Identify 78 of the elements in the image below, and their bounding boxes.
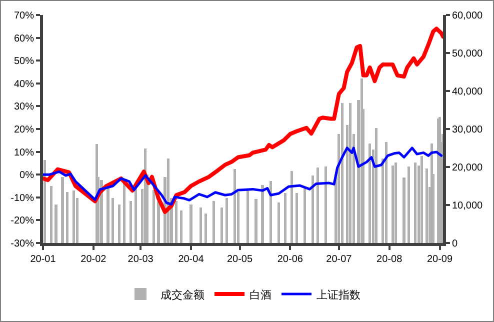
legend-label: 成交金额 <box>160 288 204 302</box>
bar <box>408 166 410 243</box>
bar <box>157 201 160 243</box>
bar <box>246 190 250 243</box>
bar <box>254 198 258 243</box>
bar <box>199 208 202 243</box>
y2-tick-label: 0 <box>452 238 458 250</box>
bar <box>130 201 132 243</box>
bar <box>204 214 207 243</box>
y-tick-label: 50% <box>14 56 34 68</box>
bar <box>349 103 352 243</box>
bar <box>50 186 52 243</box>
bar <box>66 192 69 243</box>
x-tick-label: 20-03 <box>128 254 154 265</box>
bar <box>72 190 76 243</box>
y-tick-label: 30% <box>14 102 34 113</box>
bar <box>340 103 344 243</box>
bar <box>118 204 121 243</box>
x-tick-label: 20-07 <box>326 254 352 265</box>
x-tick-label: 20-05 <box>226 254 253 265</box>
line-series <box>43 26 443 214</box>
bar <box>391 165 394 243</box>
bar <box>175 201 178 243</box>
y-tick-label: -30% <box>10 238 34 250</box>
bar <box>234 168 236 243</box>
legend-label: 上证指数 <box>316 288 360 302</box>
bar <box>190 204 192 243</box>
y2-tick-label: 20,000 <box>452 162 484 174</box>
bar <box>295 192 298 243</box>
bar <box>134 186 137 243</box>
x-tick-label: 20-04 <box>178 254 204 265</box>
y-tick-label: 60% <box>14 33 34 44</box>
bar <box>123 182 126 243</box>
bar <box>112 198 114 243</box>
bar <box>277 202 280 243</box>
y-tick-label: 70% <box>14 10 34 22</box>
y2-tick-label: 10,000 <box>452 200 484 212</box>
legend-label: 白酒 <box>250 288 272 302</box>
bar <box>316 167 320 243</box>
bar <box>420 156 424 243</box>
bar <box>368 143 372 243</box>
bar <box>54 204 58 243</box>
bar <box>261 185 264 243</box>
bar <box>212 201 216 243</box>
y-tick-label: -10% <box>10 192 34 204</box>
bar <box>425 168 428 243</box>
bar <box>220 208 224 243</box>
y2-tick-label: 30,000 <box>452 124 484 136</box>
bar <box>303 188 306 243</box>
bar <box>414 162 417 243</box>
bar <box>180 210 183 243</box>
bar <box>375 128 378 243</box>
y2-tick-label: 50,000 <box>452 48 484 60</box>
bar <box>61 176 64 243</box>
bar <box>269 181 272 243</box>
y-tick-label: 20% <box>14 124 34 136</box>
bar <box>384 142 388 243</box>
bar <box>402 177 406 243</box>
bar <box>106 186 110 243</box>
x-tick-label: 20-01 <box>30 254 56 265</box>
x-tick-label: 20-09 <box>426 254 453 265</box>
bar <box>394 162 398 243</box>
bar <box>290 170 294 243</box>
line-series <box>43 146 443 206</box>
y-tick-label: -20% <box>10 216 34 227</box>
y-tick-label: 10% <box>14 147 34 158</box>
x-tick-label: 20-08 <box>376 254 403 265</box>
bar <box>225 198 228 243</box>
y-tick-label: 0% <box>20 170 34 182</box>
bar <box>324 166 328 243</box>
bar <box>312 176 314 243</box>
y-tick-label: 40% <box>14 78 34 90</box>
bar <box>152 190 155 243</box>
x-tick-label: 20-02 <box>80 254 107 265</box>
bar <box>284 192 287 243</box>
y2-tick-label: 40,000 <box>452 86 484 98</box>
x-tick-label: 20-06 <box>277 254 304 265</box>
y2-tick-label: 60,000 <box>452 10 484 22</box>
